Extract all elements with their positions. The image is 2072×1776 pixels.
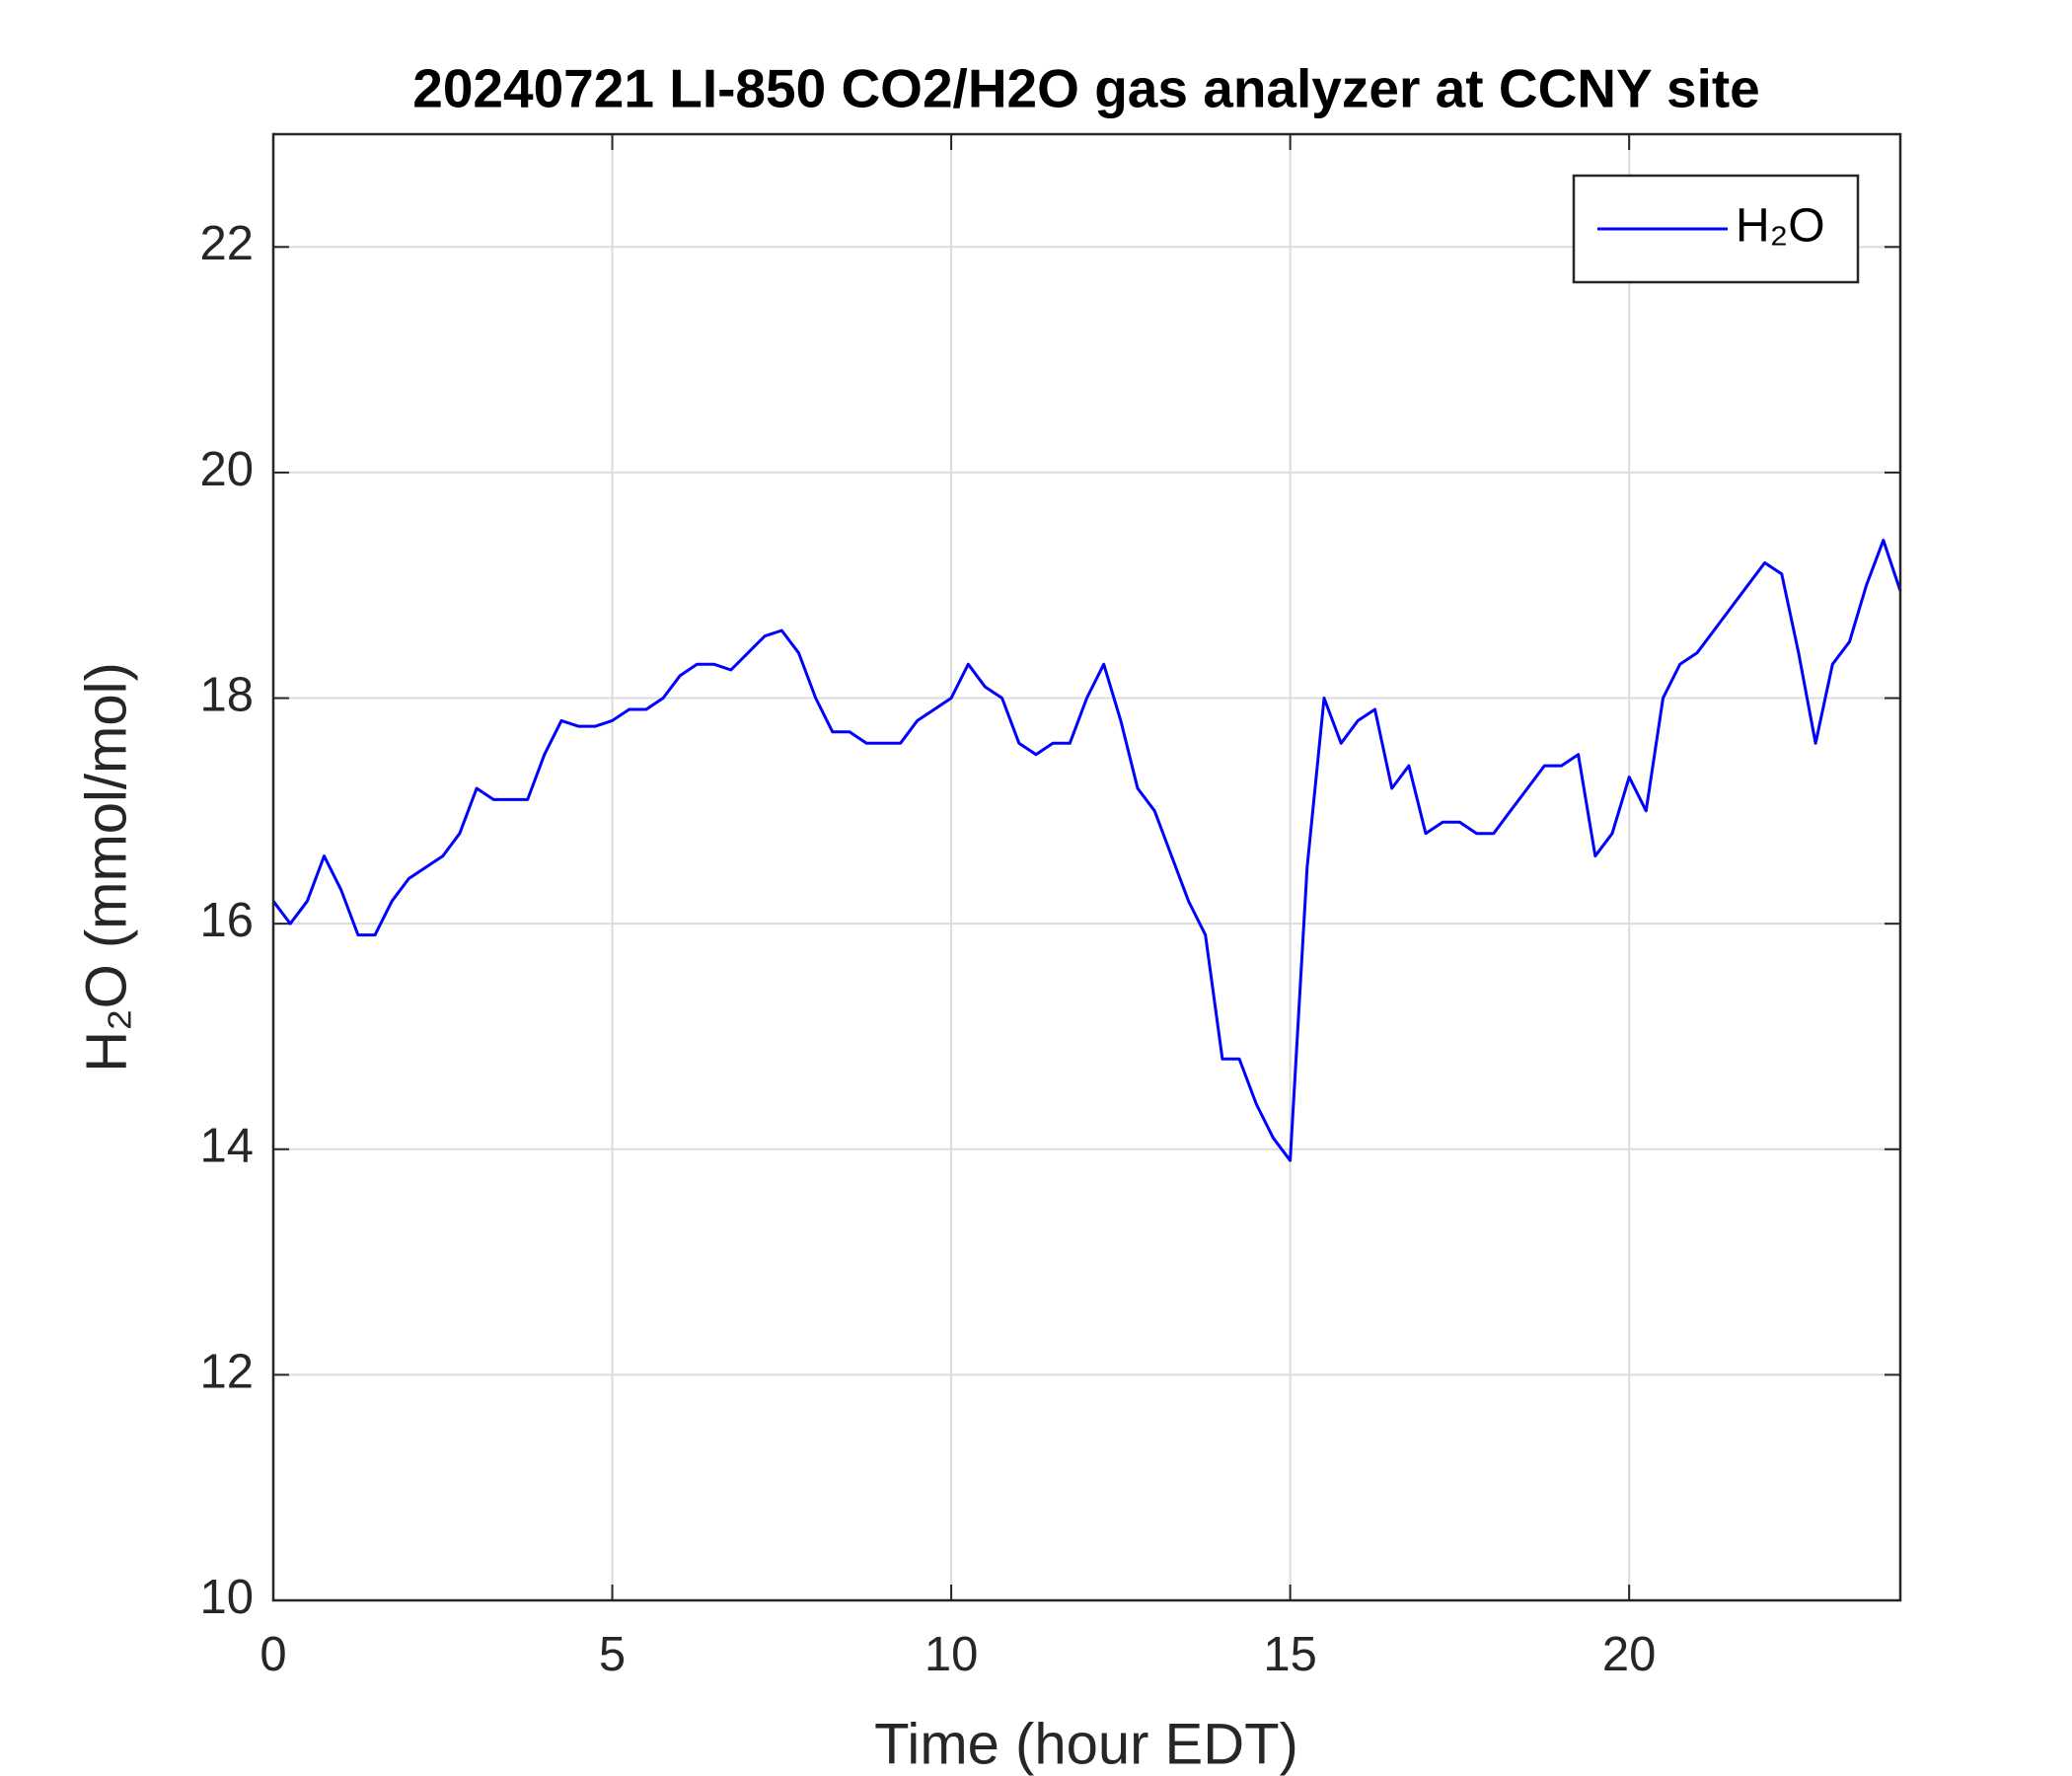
- y-tick-label: 22: [199, 217, 254, 270]
- chart-title: 20240721 LI-850 CO2/H2O gas analyzer at …: [412, 58, 1760, 119]
- y-tick-label: 16: [199, 894, 254, 947]
- x-tick-label: 10: [925, 1628, 979, 1681]
- y-tick-label: 12: [199, 1345, 254, 1398]
- data-line: [271, 539, 1902, 1162]
- y-tick-label: 10: [199, 1571, 254, 1624]
- x-axis-label: Time (hour EDT): [874, 1712, 1298, 1776]
- axes-box: [271, 132, 1902, 1602]
- plot-area: [273, 134, 1900, 1600]
- legend-label: H₂O: [1736, 200, 1825, 253]
- y-tick-label: 20: [199, 443, 254, 496]
- y-tick-label: 14: [199, 1120, 254, 1173]
- y-tick-label: 18: [199, 668, 254, 721]
- x-tick-label: 0: [259, 1628, 286, 1681]
- y-axis-label: H₂O (mmol/mol): [74, 662, 138, 1073]
- x-tick-label: 5: [599, 1628, 626, 1681]
- x-tick-label: 15: [1263, 1628, 1317, 1681]
- x-tick-label: 20: [1602, 1628, 1657, 1681]
